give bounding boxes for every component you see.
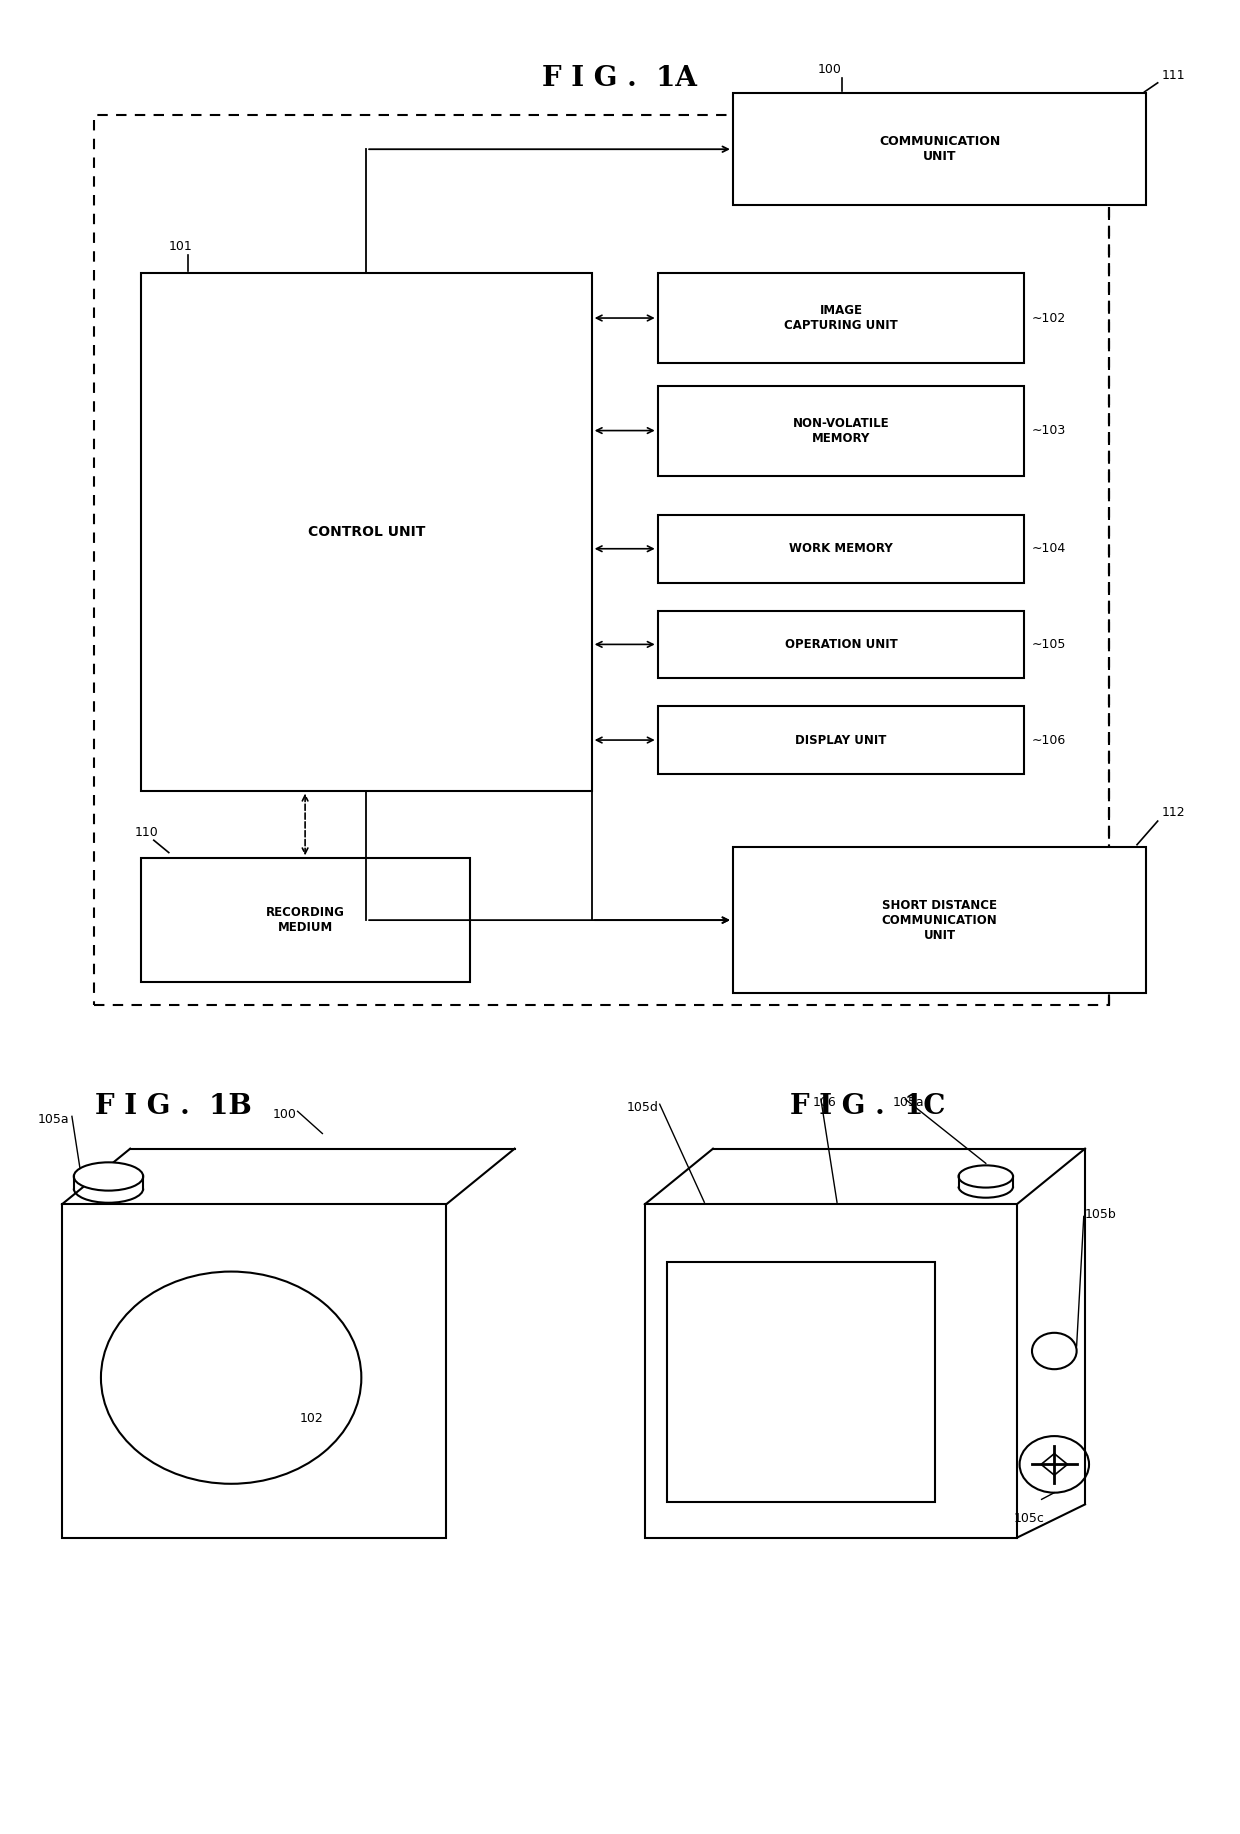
Text: ∼106: ∼106 [1032, 734, 1066, 746]
Text: ∼105: ∼105 [1032, 638, 1066, 651]
Text: 105c: 105c [1014, 1513, 1044, 1526]
Text: ∼102: ∼102 [1032, 312, 1066, 325]
Text: OPERATION UNIT: OPERATION UNIT [785, 638, 898, 651]
Text: CONTROL UNIT: CONTROL UNIT [308, 525, 425, 539]
Bar [140, 858, 470, 981]
Text: 100: 100 [273, 1108, 296, 1121]
Text: DISPLAY UNIT: DISPLAY UNIT [795, 734, 887, 746]
Text: 110: 110 [135, 825, 159, 840]
Text: 111: 111 [1162, 68, 1185, 83]
Text: F I G .  1B: F I G . 1B [95, 1093, 252, 1121]
Bar [93, 116, 1109, 1005]
Text: 100: 100 [817, 62, 841, 75]
Bar [657, 273, 1024, 363]
Text: WORK MEMORY: WORK MEMORY [789, 543, 893, 556]
Bar [657, 515, 1024, 583]
Ellipse shape [959, 1165, 1013, 1188]
Text: IMAGE
CAPTURING UNIT: IMAGE CAPTURING UNIT [784, 304, 898, 332]
Bar [62, 1205, 446, 1537]
Text: 101: 101 [169, 240, 192, 253]
Bar [733, 847, 1147, 994]
Text: 105d: 105d [626, 1100, 658, 1115]
Text: COMMUNICATION
UNIT: COMMUNICATION UNIT [879, 136, 1001, 163]
Text: 105b: 105b [1085, 1209, 1117, 1221]
Bar [140, 273, 591, 790]
Text: 105a: 105a [37, 1113, 69, 1126]
Ellipse shape [74, 1163, 144, 1190]
Bar [657, 611, 1024, 679]
Text: NON-VOLATILE
MEMORY: NON-VOLATILE MEMORY [792, 416, 889, 444]
Text: F I G .  1A: F I G . 1A [543, 64, 697, 92]
Text: 105a: 105a [893, 1097, 925, 1110]
Text: 106: 106 [812, 1097, 836, 1110]
Bar [667, 1262, 935, 1502]
Bar [657, 385, 1024, 475]
Text: ∼103: ∼103 [1032, 424, 1066, 436]
Text: F I G .  1C: F I G . 1C [790, 1093, 946, 1121]
Text: SHORT DISTANCE
COMMUNICATION
UNIT: SHORT DISTANCE COMMUNICATION UNIT [882, 899, 997, 941]
Text: 102: 102 [299, 1412, 324, 1425]
Bar [645, 1205, 1017, 1537]
Text: ∼104: ∼104 [1032, 543, 1066, 556]
Bar [657, 706, 1024, 774]
Text: 112: 112 [1162, 805, 1185, 818]
Text: RECORDING
MEDIUM: RECORDING MEDIUM [265, 906, 345, 934]
Bar [733, 94, 1147, 205]
